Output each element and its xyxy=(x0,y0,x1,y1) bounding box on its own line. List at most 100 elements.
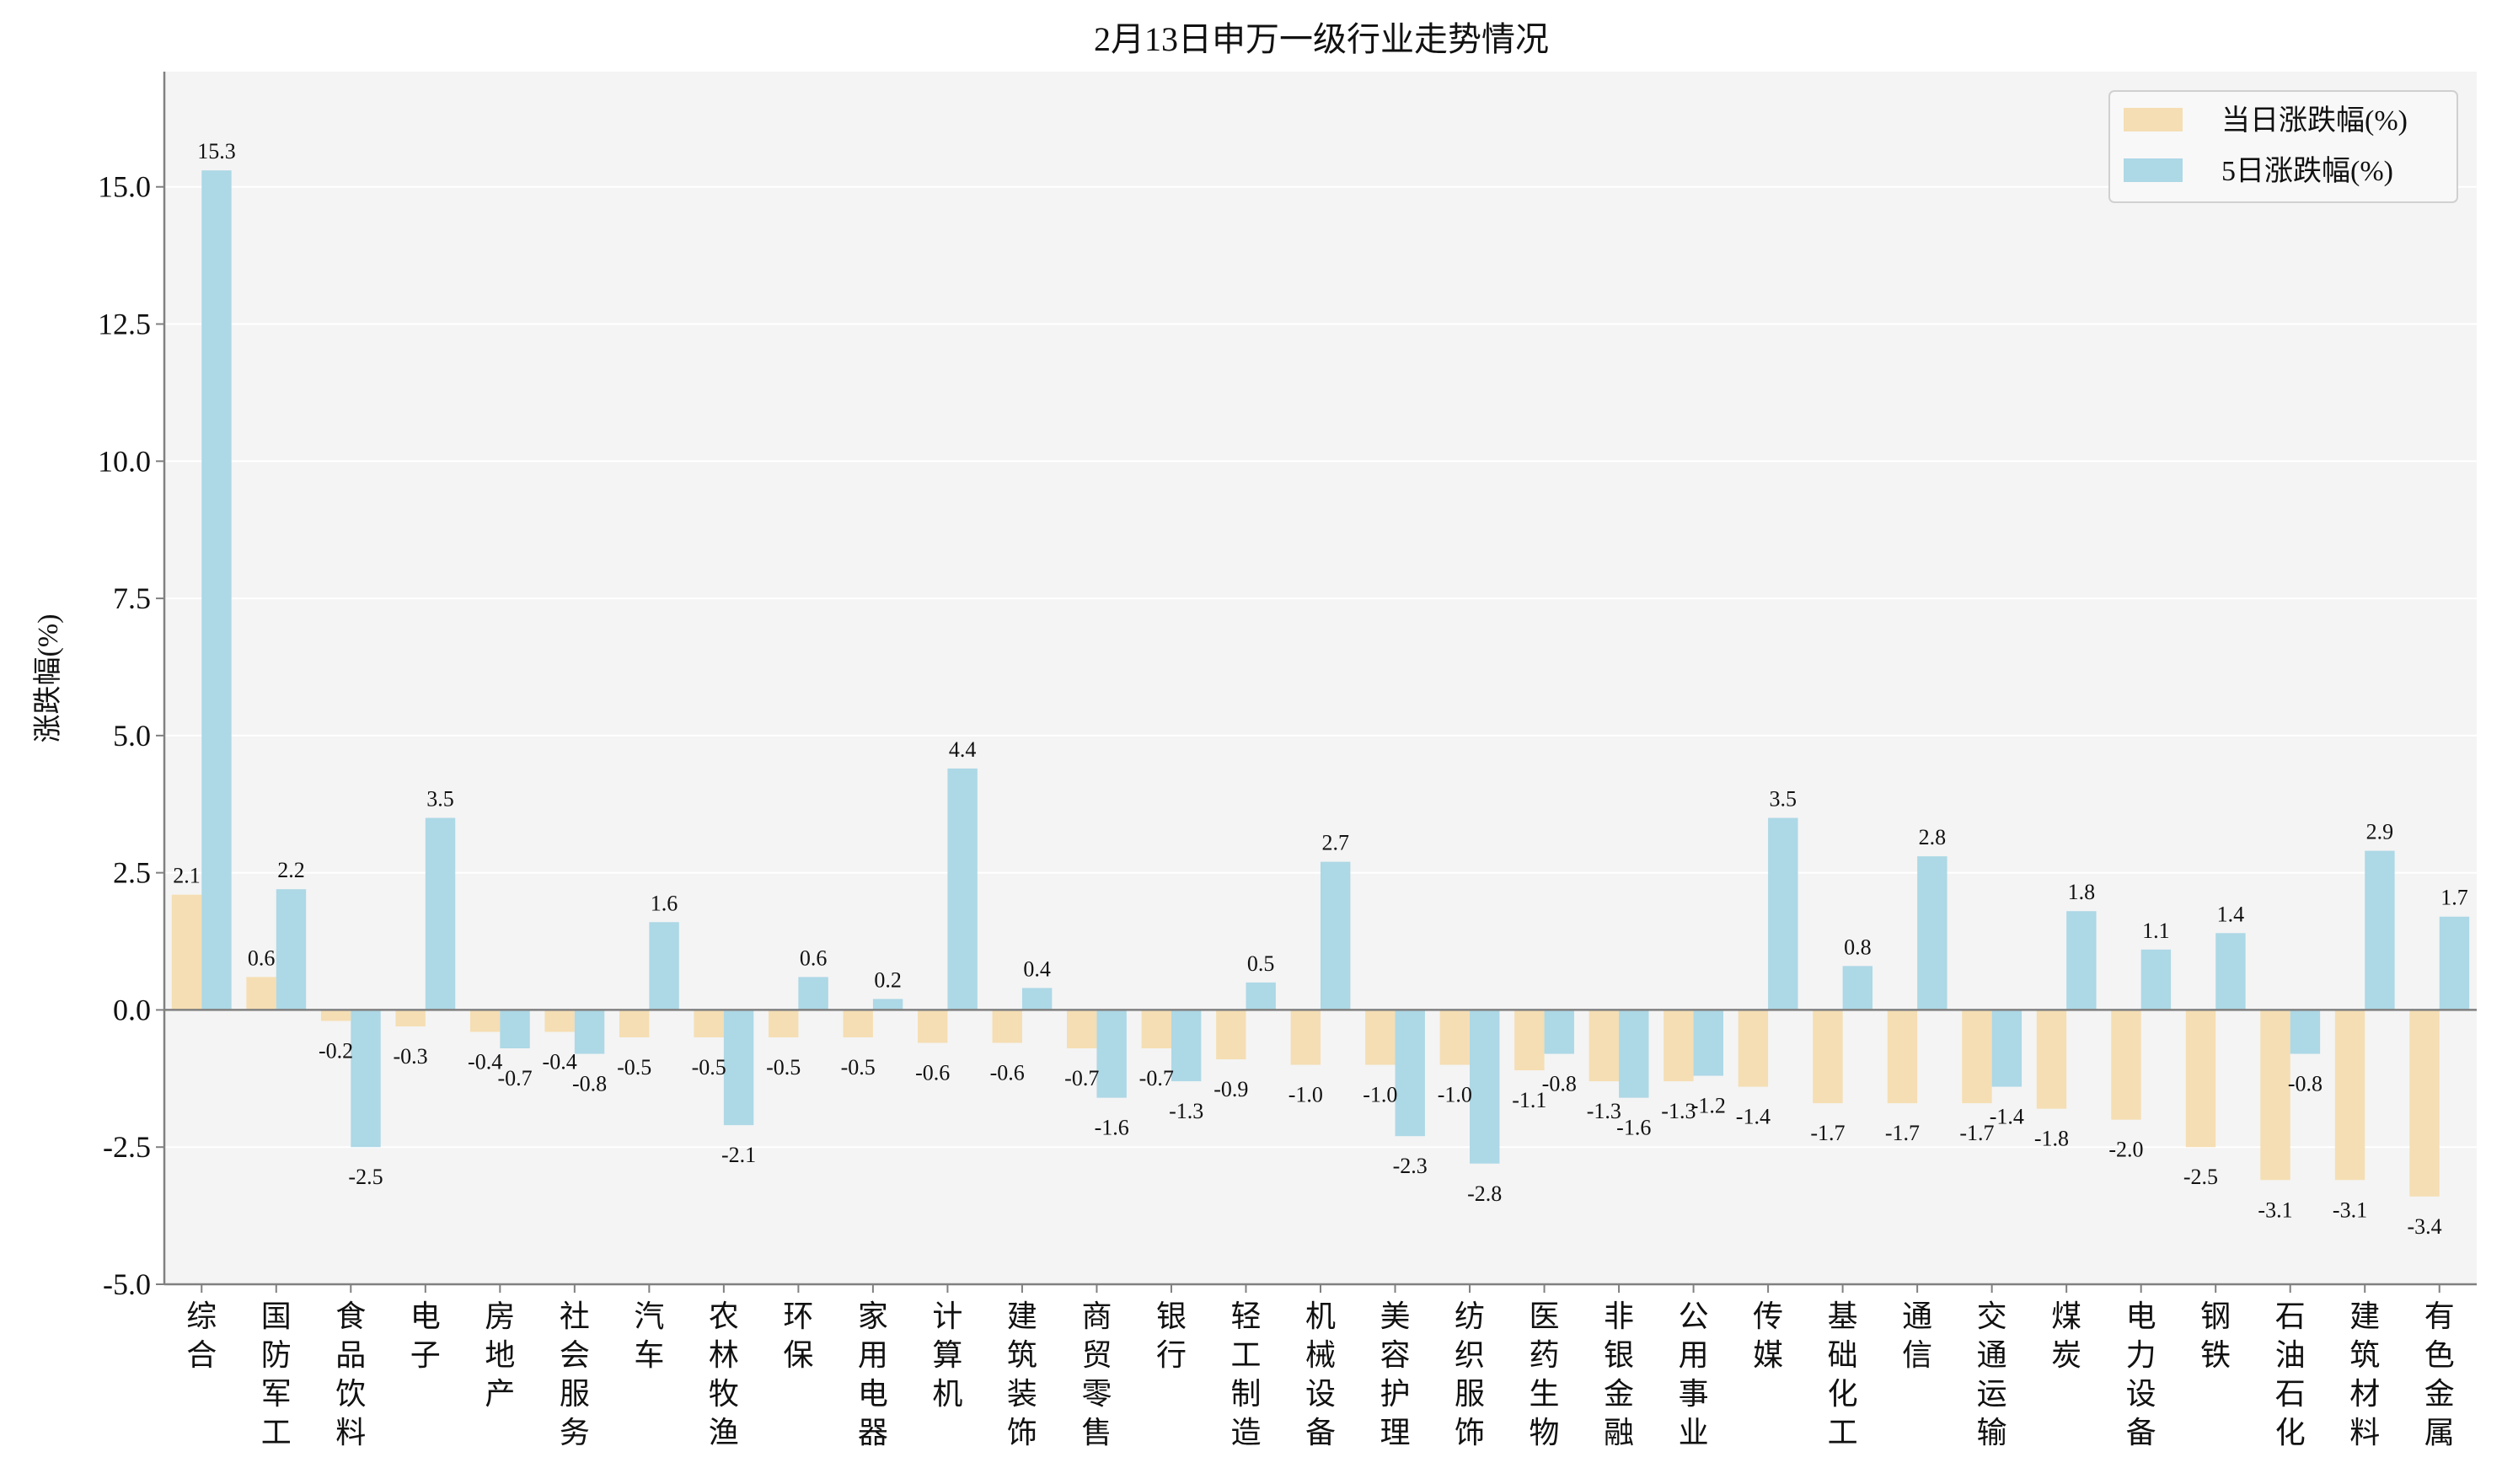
legend-box xyxy=(2108,90,2458,203)
x-tick-label: 建筑装饰 xyxy=(1007,1299,1037,1449)
x-tick-label: 交通运输 xyxy=(1977,1299,2007,1449)
legend-swatch xyxy=(2124,108,2183,131)
data-label: -0.8 xyxy=(572,1072,607,1096)
bar-daily xyxy=(1664,1010,1694,1082)
data-label: 3.5 xyxy=(1770,787,1797,812)
x-tick-label: 农林牧渔 xyxy=(709,1299,739,1449)
data-label: 2.9 xyxy=(2366,820,2394,844)
bar-daily xyxy=(320,1010,351,1021)
bar-daily xyxy=(1141,1010,1171,1049)
bar-5day xyxy=(1021,988,1053,1010)
data-label: -2.3 xyxy=(1393,1154,1428,1178)
x-tick-label: 石油石化 xyxy=(2275,1299,2306,1449)
bar-daily xyxy=(2036,1010,2067,1109)
x-tick-label: 非银金融 xyxy=(1604,1299,1634,1449)
x-tick-label: 电子 xyxy=(410,1299,441,1372)
data-label: -2.0 xyxy=(2108,1138,2143,1162)
x-tick-label: 传媒 xyxy=(1753,1299,1783,1372)
x-tick-label: 有色金属 xyxy=(2424,1299,2455,1449)
data-label: 0.5 xyxy=(1247,951,1275,976)
data-label: -0.2 xyxy=(319,1038,353,1063)
x-tick-label: 钢铁 xyxy=(2200,1299,2231,1372)
data-label: 0.8 xyxy=(1844,935,1872,959)
data-label: -0.4 xyxy=(468,1049,502,1074)
data-label: 0.4 xyxy=(1023,956,1051,981)
x-tick-label: 银行 xyxy=(1156,1299,1187,1372)
bar-daily xyxy=(843,1010,873,1037)
bar-daily xyxy=(246,977,276,1010)
bar-daily xyxy=(619,1010,650,1037)
legend-label: 5日涨跌幅(%) xyxy=(2221,155,2393,187)
data-label: -0.5 xyxy=(692,1055,726,1080)
x-tick-label: 社会服务 xyxy=(560,1299,590,1449)
x-tick-label: 医药生物 xyxy=(1530,1299,1560,1449)
x-tick-label: 纺织服饰 xyxy=(1455,1299,1485,1449)
data-label: 0.6 xyxy=(800,946,828,970)
data-label: -0.5 xyxy=(841,1055,876,1080)
bar-5day xyxy=(798,977,828,1010)
y-tick-label: 0.0 xyxy=(113,993,151,1026)
data-label: -1.6 xyxy=(1616,1116,1651,1140)
x-tick-label: 食品饮料 xyxy=(335,1299,366,1449)
bar-5day xyxy=(201,170,232,1010)
data-label: -1.6 xyxy=(1095,1116,1129,1140)
bar-5day xyxy=(649,922,679,1010)
data-label: -2.5 xyxy=(348,1165,383,1189)
data-label: -0.4 xyxy=(543,1049,577,1074)
axes: -5.0 -2.5 0.0 2.5 5.0 7.5 10.0 12.5 15.0 综合 国防军工 食品… xyxy=(98,72,2477,1449)
data-label: -1.8 xyxy=(2034,1127,2069,1151)
x-tick-label: 美容护理 xyxy=(1380,1299,1411,1449)
data-label: 2.8 xyxy=(1919,825,1947,849)
bar-5day xyxy=(2365,850,2395,1010)
bar-5day xyxy=(351,1010,381,1148)
data-label: 1.6 xyxy=(651,891,678,915)
data-label: 1.1 xyxy=(2142,919,2170,943)
bar-daily xyxy=(1813,1010,1843,1104)
bar-5day xyxy=(947,768,978,1010)
data-label: -3.1 xyxy=(2258,1197,2292,1222)
bar-5day xyxy=(1693,1010,1723,1076)
y-tick-label: 15.0 xyxy=(98,170,151,204)
data-label: -0.6 xyxy=(915,1061,950,1085)
data-label: -0.8 xyxy=(1542,1072,1577,1096)
bar-daily xyxy=(1216,1010,1246,1060)
legend: 当日涨跌幅(%) 5日涨跌幅(%) xyxy=(2108,90,2458,203)
bar-5day xyxy=(1321,861,1351,1010)
bar-daily xyxy=(1365,1010,1396,1065)
y-tick-label: 10.0 xyxy=(98,444,151,478)
x-tick-label: 国防军工 xyxy=(261,1299,292,1449)
bar-daily xyxy=(2334,1010,2365,1181)
bar-5day xyxy=(1768,817,1798,1010)
x-tick-label: 家用电器 xyxy=(858,1299,888,1449)
bar-daily xyxy=(992,1010,1022,1043)
bar-5day xyxy=(1991,1010,2022,1087)
bar-daily xyxy=(469,1010,501,1032)
y-axis-label: 涨跌幅(%) xyxy=(32,614,64,743)
data-label: -0.7 xyxy=(1064,1066,1099,1090)
data-label: -1.7 xyxy=(1959,1121,1994,1145)
bar-daily xyxy=(395,1010,426,1026)
y-tick-label: 2.5 xyxy=(113,856,151,890)
bar-5day xyxy=(1544,1010,1574,1054)
bar-daily xyxy=(544,1010,575,1032)
bar-daily xyxy=(2409,1010,2440,1197)
bar-5day xyxy=(1096,1010,1127,1098)
data-label: -1.0 xyxy=(1363,1083,1397,1107)
x-tick-label: 建筑材料 xyxy=(2349,1299,2380,1449)
data-label: 2.1 xyxy=(173,864,201,888)
y-tick-label: 5.0 xyxy=(113,719,151,753)
bars xyxy=(171,170,2470,1197)
data-label: -0.9 xyxy=(1213,1077,1248,1101)
data-label: 15.3 xyxy=(197,139,236,163)
data-label: 1.7 xyxy=(2440,886,2468,910)
bar-5day xyxy=(872,999,903,1010)
x-tick-label: 通信 xyxy=(1902,1299,1932,1372)
bar-daily xyxy=(171,894,202,1010)
bar-daily xyxy=(918,1010,948,1043)
data-label: -1.3 xyxy=(1587,1099,1621,1123)
data-label: -0.3 xyxy=(394,1044,428,1069)
data-label: -0.7 xyxy=(497,1066,532,1090)
data-label: -1.2 xyxy=(1691,1094,1726,1118)
data-label: -0.6 xyxy=(990,1061,1025,1085)
